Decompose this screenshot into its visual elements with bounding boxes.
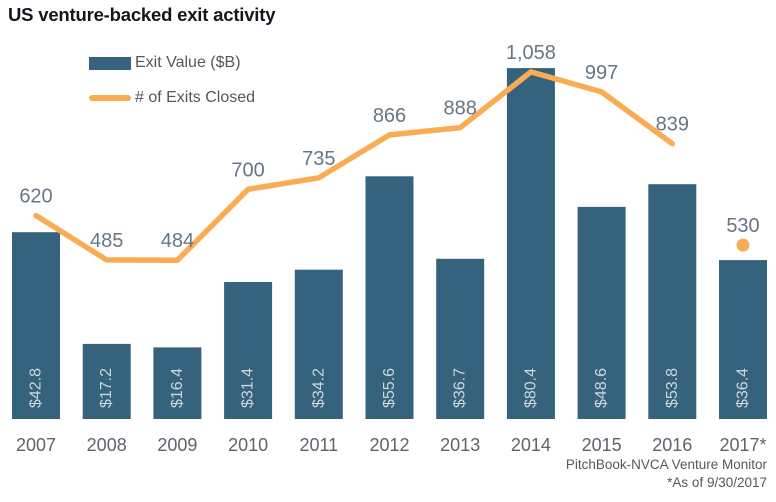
bar-value-label-2010: $31.4: [240, 368, 257, 408]
year-label-2017*: 2017*: [719, 435, 766, 455]
bar-value-label-2013: $36.7: [452, 368, 469, 408]
bar-value-label-2008: $17.2: [98, 368, 115, 408]
bar-value-label-2012: $55.6: [381, 368, 398, 408]
line-swatch-icon: [89, 94, 131, 102]
bar-2008: [82, 343, 131, 419]
line-value-label-2014: 1,058: [506, 42, 556, 64]
year-label-2009: 2009: [157, 435, 197, 455]
source-credit: PitchBook-NVCA Venture Monitor: [565, 457, 767, 472]
year-label-2010: 2010: [228, 435, 268, 455]
line-value-label-2009: 484: [161, 230, 194, 252]
year-label-2016: 2016: [652, 435, 692, 455]
line-value-label-2007: 620: [19, 186, 52, 208]
bar-2009: [153, 347, 202, 419]
line-value-label-2008: 485: [90, 230, 123, 252]
bar-2007: [12, 232, 60, 419]
chart-title: US venture-backed exit activity: [8, 4, 276, 25]
year-label-2007: 2007: [16, 435, 56, 455]
exits-closed-line: [33, 69, 676, 263]
year-label-2015: 2015: [582, 435, 622, 455]
bar-value-label-2015: $48.6: [593, 368, 610, 408]
line-value-label-2013: 888: [444, 98, 477, 120]
line-value-label-2016: 839: [656, 114, 689, 136]
bar-2016: [648, 184, 697, 419]
bar-value-label-2011: $34.2: [310, 368, 327, 408]
bar-value-label-2014: $80.4: [522, 368, 539, 408]
legend-item-exit-value: Exit Value ($B): [89, 54, 255, 71]
bar-value-label-2016: $53.8: [664, 368, 681, 408]
line-value-label-2010: 700: [231, 159, 264, 181]
as-of-note: *As of 9/30/2017: [667, 475, 767, 490]
bar-swatch-icon: [89, 56, 131, 70]
year-label-2013: 2013: [440, 435, 480, 455]
bar-value-label-2009: $16.4: [169, 368, 186, 408]
legend-label-exits-closed: # of Exits Closed: [135, 89, 256, 106]
bar-2010: [224, 282, 273, 419]
line-value-label-2011: 735: [302, 148, 335, 170]
line-value-label-2015: 997: [585, 62, 618, 84]
bar-2011: [294, 269, 343, 419]
legend: Exit Value ($B) # of Exits Closed: [89, 54, 256, 106]
chart-footer: PitchBook-NVCA Venture Monitor *As of 9/…: [566, 456, 767, 492]
bar-value-label-2007: $42.8: [28, 368, 45, 408]
bar-2013: [436, 258, 485, 419]
bar-2014: [506, 68, 555, 419]
year-label-2014: 2014: [511, 435, 551, 455]
bar-2012: [365, 176, 414, 419]
year-label-2011: 2011: [299, 435, 338, 455]
bar-value-label-2017*: $36.4: [735, 368, 752, 408]
line-value-label-2017*: 530: [726, 215, 759, 237]
line-value-label-2012: 866: [373, 105, 406, 127]
exits-closed-dot-2017*: [736, 238, 750, 252]
legend-label-exit-value: Exit Value ($B): [135, 54, 241, 71]
bar-2017*: [719, 260, 767, 419]
bar-2015: [577, 206, 626, 419]
year-label-2012: 2012: [369, 435, 409, 455]
year-label-2008: 2008: [87, 435, 127, 455]
legend-item-exits-closed: # of Exits Closed: [89, 89, 256, 106]
